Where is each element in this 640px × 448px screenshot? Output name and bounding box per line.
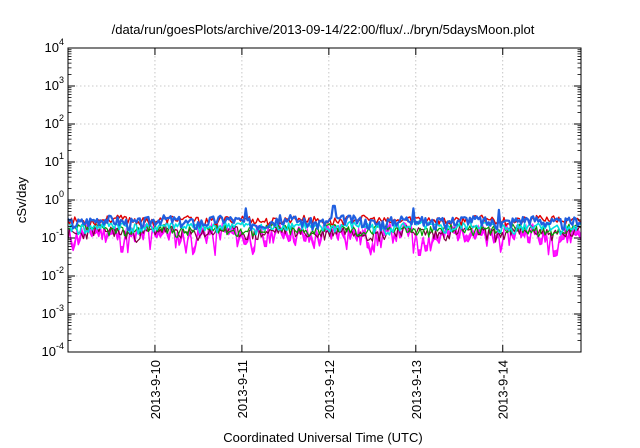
y-tick-label: 101 bbox=[45, 151, 64, 169]
y-tick-exponent: -4 bbox=[56, 341, 64, 351]
x-tick-label: 2013-9-12 bbox=[322, 360, 337, 419]
y-tick-base: 10 bbox=[42, 230, 56, 245]
x-tick-labels: 2013-9-10 2013-9-11 2013-9-12 2013-9-13 2013… bbox=[148, 360, 511, 419]
y-tick-exponent: 2 bbox=[59, 113, 64, 123]
y-tick-label: 104 bbox=[45, 37, 64, 55]
chart-title: /data/run/goesPlots/archive/2013-09-14/2… bbox=[112, 22, 535, 37]
y-tick-exponent: -3 bbox=[56, 303, 64, 313]
y-tick-exponent: -1 bbox=[56, 227, 64, 237]
y-tick-base: 10 bbox=[42, 306, 56, 321]
y-tick-exponent: 1 bbox=[59, 151, 64, 161]
y-tick-label: 102 bbox=[45, 113, 64, 131]
y-tick-exponent: 0 bbox=[59, 189, 64, 199]
ticks bbox=[68, 47, 581, 353]
y-tick-label: 10-4 bbox=[42, 341, 64, 359]
y-tick-base: 10 bbox=[45, 40, 59, 55]
y-tick-base: 10 bbox=[42, 344, 56, 359]
y-tick-exponent: 4 bbox=[59, 37, 64, 47]
x-tick-label: 2013-9-11 bbox=[235, 360, 250, 418]
y-tick-label: 10-3 bbox=[42, 303, 64, 321]
y-tick-label: 10-1 bbox=[42, 227, 64, 245]
y-tick-base: 10 bbox=[45, 78, 59, 93]
y-tick-exponent: -2 bbox=[56, 265, 64, 275]
y-axis-label: cSv/day bbox=[14, 176, 29, 223]
y-tick-base: 10 bbox=[45, 116, 59, 131]
y-tick-exponent: 3 bbox=[59, 75, 64, 85]
x-tick-label: 2013-9-10 bbox=[148, 360, 163, 419]
y-tick-base: 10 bbox=[45, 192, 59, 207]
y-tick-base: 10 bbox=[42, 268, 56, 283]
x-tick-label: 2013-9-13 bbox=[409, 360, 424, 419]
series-layer bbox=[67, 204, 582, 258]
y-tick-label: 10-2 bbox=[42, 265, 64, 283]
x-tick-label: 2013-9-14 bbox=[496, 360, 511, 419]
y-tick-label: 103 bbox=[45, 75, 64, 93]
x-axis-label: Coordinated Universal Time (UTC) bbox=[223, 430, 422, 445]
series-line bbox=[67, 204, 581, 232]
y-tick-base: 10 bbox=[45, 154, 59, 169]
grid bbox=[68, 48, 581, 352]
y-tick-label: 100 bbox=[45, 189, 64, 207]
